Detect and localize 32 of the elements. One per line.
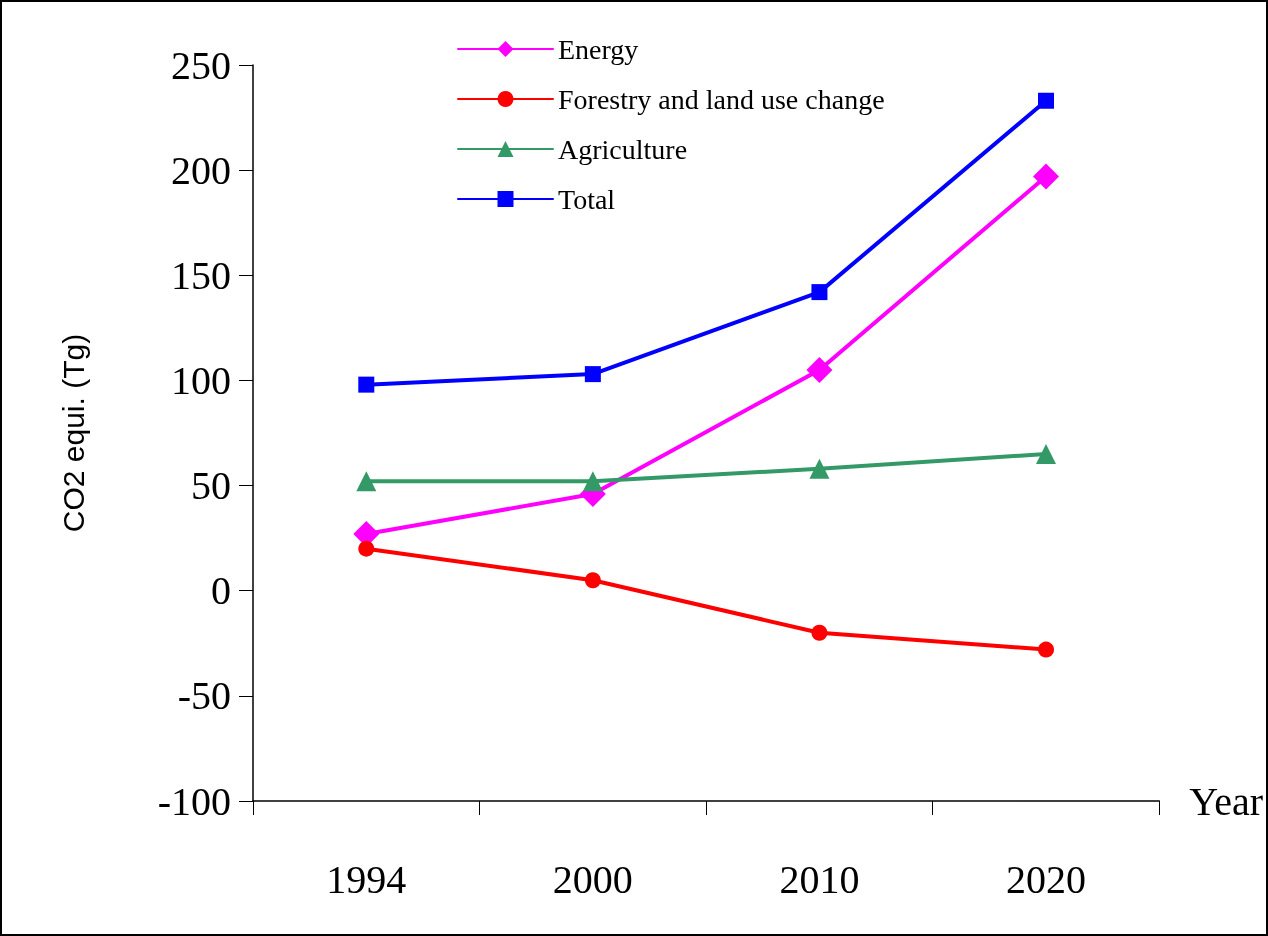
point — [811, 624, 828, 641]
x-tick-label: 2000 — [552, 856, 633, 902]
x-tick-label: 1994 — [326, 856, 407, 902]
point — [811, 284, 828, 301]
x-axis-title: Year — [1189, 778, 1264, 824]
point — [809, 458, 830, 479]
y-tick-label: 50 — [191, 463, 231, 509]
legend-label: Agriculture — [558, 133, 688, 165]
point — [1036, 444, 1056, 465]
y-tick-label: 0 — [211, 568, 231, 614]
legend-label: Total — [558, 183, 616, 215]
legend-label: Energy — [558, 33, 639, 65]
y-axis-title: CO2 equi. (Tg) — [56, 333, 90, 533]
point — [1033, 163, 1059, 190]
point — [584, 366, 601, 383]
point — [356, 471, 377, 492]
y-tick-label: 250 — [171, 42, 231, 88]
point — [584, 572, 601, 589]
legend-label: Forestry and land use change — [558, 83, 885, 115]
y-tick-label: 150 — [171, 252, 231, 298]
point — [806, 356, 833, 383]
y-tick-label: 200 — [171, 147, 231, 193]
y-tick-label: -100 — [157, 778, 231, 824]
y-tick-label: -50 — [177, 673, 231, 719]
point — [582, 471, 603, 492]
point — [358, 540, 375, 557]
y-tick-label: 100 — [171, 357, 231, 403]
point — [358, 376, 375, 393]
point — [1038, 92, 1054, 109]
point — [1038, 641, 1054, 658]
x-tick-label: 2020 — [1006, 856, 1086, 902]
x-tick-label: 2010 — [779, 856, 860, 902]
